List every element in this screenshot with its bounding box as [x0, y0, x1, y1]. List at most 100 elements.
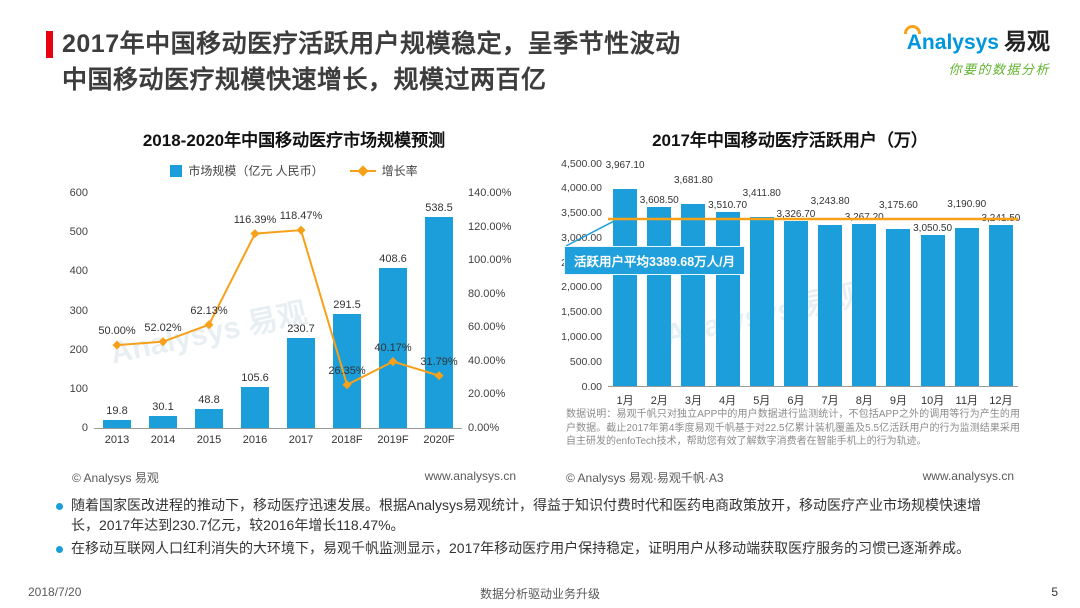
x-axis-label: 6月: [787, 395, 805, 407]
analysys-logo: Analysys 易观 你要的数据分析: [903, 22, 1050, 78]
y-axis-tick: 1,500.00: [561, 306, 602, 319]
active-users-bar: [783, 221, 808, 386]
website-link: www.analysys.cn: [922, 469, 1014, 483]
x-axis-label: 2016: [242, 434, 268, 446]
bar-value-label: 291.5: [333, 298, 361, 311]
growth-rate-label: 40.17%: [374, 341, 412, 354]
active-users-bar: [681, 203, 706, 386]
bullet-dot-icon: [56, 503, 63, 510]
bar-value-label: 3,267.20: [844, 212, 884, 224]
bar-value-label: 230.7: [287, 322, 315, 335]
market-scale-bar: [103, 420, 131, 428]
chart-legend: 市场规模（亿元 人民币） 增长率: [58, 162, 530, 179]
active-users-chart-title: 2017年中国移动医疗活跃用户（万）: [652, 131, 928, 150]
x-axis-label: 4月: [719, 395, 737, 407]
y-axis-right-tick: 140.00%: [468, 187, 512, 199]
footer-slogan: 数据分析驱动业务升级: [479, 587, 600, 601]
y-axis-left-tick: 500: [69, 226, 88, 239]
y-axis-right-tick: 40.00%: [468, 354, 506, 367]
slide-title-line1: 2017年中国移动医疗活跃用户规模稳定，呈季节性波动: [62, 30, 681, 58]
growth-rate-line: [112, 225, 444, 390]
legend-label-market-scale: 市场规模（亿元 人民币）: [188, 164, 324, 178]
bar-value-label: 3,967.10: [605, 160, 645, 172]
x-axis-label: 12月: [989, 395, 1013, 407]
x-axis-label: 2013: [104, 434, 130, 446]
x-axis-label: 2020F: [423, 434, 455, 446]
website-link: www.analysys.cn: [424, 469, 516, 483]
bullet-text: 在移动互联网人口红利消失的大环境下，易观千帆监测显示，2017年移动医疗用户保持…: [71, 539, 971, 556]
y-axis-tick: 0.00: [581, 380, 602, 393]
market-scale-chart: 2018-2020年中国移动医疗市场规模预测 市场规模（亿元 人民币） 增长率 …: [58, 118, 530, 492]
x-axis-label: 3月: [684, 395, 702, 407]
market-scale-bar: [241, 386, 269, 428]
x-axis-label: 2014: [150, 434, 176, 446]
callout-leader-line: [565, 220, 615, 247]
average-line: [565, 217, 1018, 247]
market-scale-plot: 0 100 200 300 400 500 600 0.00% 20.00% 40.00% 60.0…: [70, 187, 512, 446]
logo-brand-cn: 易观: [1004, 28, 1050, 54]
y-axis-left-tick: 200: [69, 343, 88, 356]
diamond-marker-icon: [296, 225, 306, 235]
copyright-text: © Analysys 易观·易观千帆·A3: [566, 471, 724, 485]
slide-footer: 数据分析驱动业务升级 2018/7/20 5: [0, 585, 1080, 601]
growth-rate-label: 52.02%: [144, 321, 182, 334]
market-scale-bar: [379, 267, 407, 428]
bullet-item: 在移动互联网人口红利消失的大环境下，易观千帆监测显示，2017年移动医疗用户保持…: [56, 539, 1006, 559]
market-scale-chart-title: 2018-2020年中国移动医疗市场规模预测: [142, 131, 446, 150]
slide-title-line2: 中国移动医疗规模快速增长，规模过两百亿: [62, 66, 547, 94]
x-axis-label: 2019F: [377, 434, 409, 446]
y-axis-right-tick: 120.00%: [468, 220, 512, 233]
bar-swatch-icon: [170, 164, 183, 177]
y-axis-tick: 3,500.00: [561, 207, 602, 220]
chart-source: © Analysys 易观·易观千帆·A3 www.analysys.cn: [566, 469, 1014, 486]
legend-label-growth-rate: 增长率: [381, 164, 418, 178]
growth-rate-label: 31.79%: [420, 355, 458, 368]
y-axis-tick: 1,000.00: [561, 330, 602, 343]
bar-value-label: 3,681.80: [673, 174, 713, 186]
y-axis-right-tick: 80.00%: [468, 287, 506, 300]
diamond-marker-icon: [204, 320, 214, 330]
y-axis-tick: 4,000.00: [561, 182, 602, 195]
market-scale-bar: [195, 408, 223, 428]
y-axis-left-tick: 400: [69, 265, 88, 278]
bar-value-label: 3,190.90: [947, 198, 987, 210]
diamond-marker-icon: [158, 337, 168, 347]
market-scale-bar: [333, 313, 361, 428]
bar-value-label: 3,175.60: [878, 199, 918, 211]
bullet-item: 随着国家医改进程的推动下，移动医疗迅速发展。根据Analysys易观统计，得益于…: [56, 496, 1006, 536]
average-users-callout: 活跃用户平均3389.68万人/月: [564, 246, 746, 275]
x-axis-label: 2月: [650, 395, 668, 407]
bar-value-label: 3,326.70: [776, 209, 816, 221]
growth-rate-label: 26.35%: [328, 364, 366, 377]
active-users-bar: [852, 224, 877, 386]
y-axis-right-tick: 60.00%: [468, 321, 506, 334]
bar-value-label: 3,510.70: [708, 200, 748, 212]
logo-brand-label: Analysys: [906, 31, 999, 54]
logo-brand-text: Analysys: [903, 25, 999, 55]
logo-tagline: 你要的数据分析: [948, 62, 1050, 77]
bar-value-label: 3,411.80: [742, 187, 781, 199]
bar-value-label: 408.6: [379, 252, 407, 265]
legend-item-growth-rate: 增长率: [349, 162, 418, 179]
bar-value-label: 3,608.50: [639, 195, 679, 207]
x-axis-label: 7月: [821, 395, 839, 407]
active-users-bar: [818, 225, 843, 386]
y-axis-left-tick: 100: [69, 382, 88, 395]
y-axis-right-tick: 20.00%: [468, 388, 506, 401]
y-axis-tick: 2,000.00: [561, 281, 602, 294]
y-axis-left-tick: 0: [81, 422, 88, 434]
active-users-bar: [749, 216, 774, 386]
x-axis-label: 1月: [616, 395, 634, 407]
bar-value-label: 19.8: [106, 405, 128, 418]
diamond-marker-icon: [112, 340, 122, 350]
active-users-bar: [647, 207, 672, 386]
growth-rate-label: 62.13%: [190, 304, 228, 317]
active-users-bar: [920, 234, 945, 386]
page-number: 5: [1051, 585, 1058, 599]
diamond-marker-icon: [388, 357, 398, 367]
diamond-marker-icon: [434, 371, 444, 381]
y-axis-tick: 3,000.00: [561, 232, 608, 244]
y-axis-right-tick: 0.00%: [468, 422, 500, 434]
diamond-marker-icon: [342, 380, 352, 390]
